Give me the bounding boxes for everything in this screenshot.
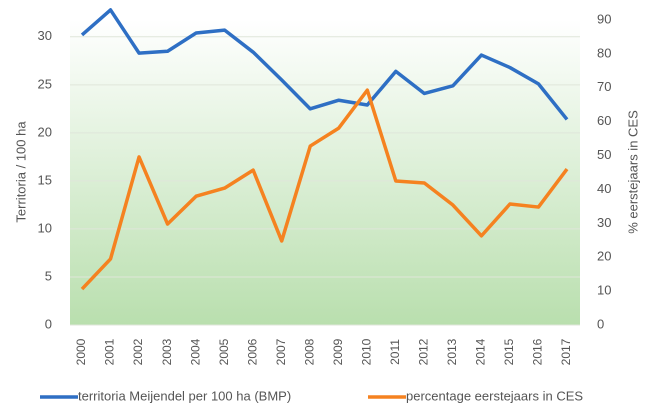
y2-tick-label: 60 [597, 113, 611, 128]
y-tick-label: 0 [45, 316, 52, 331]
legend-label: percentage eerstejaars in CES [406, 388, 583, 403]
y-tick-label: 5 [45, 268, 52, 283]
x-tick-label: 2015 [502, 338, 516, 365]
x-tick-label: 2001 [103, 338, 117, 365]
x-tick-label: 2009 [331, 338, 345, 365]
x-tick-label: 2010 [359, 338, 373, 365]
y2-axis-title: % eerstejaars in CES [625, 110, 640, 234]
x-tick-label: 2002 [131, 338, 145, 365]
legend-label: territoria Meijendel per 100 ha (BMP) [78, 388, 291, 403]
y2-tick-label: 50 [597, 147, 611, 162]
x-tick-label: 2014 [474, 338, 488, 365]
y2-tick-label: 70 [597, 79, 611, 94]
y2-tick-label: 10 [597, 283, 611, 298]
line-series [80, 8, 569, 121]
plot-background [70, 20, 580, 325]
y-axis-title: Territoria / 100 ha [13, 121, 28, 223]
y-tick-label: 25 [38, 76, 52, 91]
x-tick-label: 2000 [74, 338, 88, 365]
x-tick-label: 2004 [188, 338, 202, 365]
x-tick-label: 2012 [417, 338, 431, 365]
x-tick-label: 2007 [274, 338, 288, 365]
x-tick-label: 2006 [245, 338, 259, 365]
y2-tick-label: 20 [597, 249, 611, 264]
y2-tick-label: 80 [597, 45, 611, 60]
y-tick-label: 10 [38, 220, 52, 235]
y2-tick-label: 0 [597, 316, 604, 331]
x-tick-label: 2011 [388, 339, 402, 365]
y-tick-label: 30 [38, 28, 52, 43]
x-tick-label: 2013 [445, 338, 459, 365]
x-tick-label: 2016 [531, 338, 545, 365]
y2-tick-label: 90 [597, 11, 611, 26]
y2-tick-label: 40 [597, 181, 611, 196]
y2-tick-label: 30 [597, 215, 611, 230]
x-tick-label: 2003 [160, 338, 174, 365]
y-tick-label: 15 [38, 172, 52, 187]
x-tick-label: 2017 [559, 338, 573, 365]
y-tick-label: 20 [38, 124, 52, 139]
line-series [80, 88, 569, 291]
x-tick-label: 2008 [302, 338, 316, 365]
x-tick-label: 2005 [217, 338, 231, 365]
